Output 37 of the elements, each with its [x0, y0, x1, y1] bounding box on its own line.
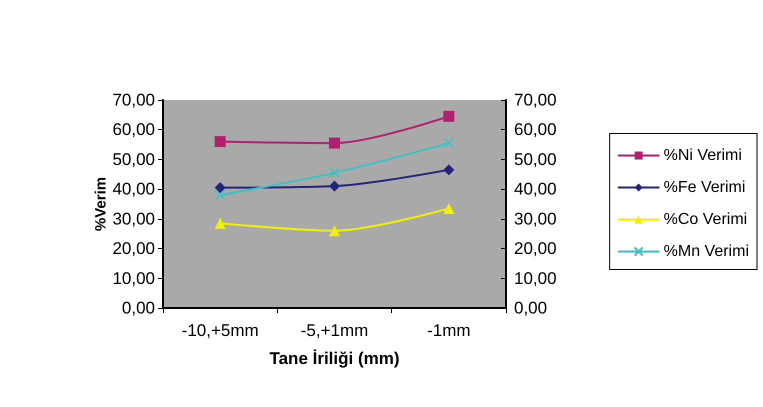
- y2-tick-label: 50,00: [514, 150, 557, 169]
- legend-label: %Co Verimi: [664, 211, 748, 228]
- y-tick-label: 70,00: [112, 90, 155, 110]
- point: [214, 190, 226, 200]
- y-tick-label: 60,00: [112, 120, 155, 140]
- y-tick-label: 20,00: [112, 239, 155, 258]
- point: [214, 136, 226, 148]
- y2-tick-label: 10,00: [514, 268, 557, 288]
- x-tick-label: -10,+5mm: [182, 321, 259, 340]
- y-tick-label: 10,00: [112, 268, 155, 288]
- point: [214, 182, 226, 194]
- y2-tick-label: 70,00: [514, 90, 557, 110]
- legend-label: %Mn Verimi: [664, 243, 750, 260]
- legend-label: %Ni Verimi: [664, 147, 742, 164]
- y-tick-label: 50,00: [112, 150, 155, 169]
- point: [443, 164, 454, 176]
- y2-tick-label: 60,00: [514, 120, 557, 140]
- point: [214, 218, 226, 229]
- point: [444, 138, 454, 148]
- y-tick-label: 40,00: [112, 180, 155, 199]
- point: [329, 225, 340, 236]
- x-tick-label: -1mm: [427, 321, 471, 340]
- point: [329, 168, 340, 178]
- point: [329, 138, 340, 149]
- legend-label: %Fe Verimi: [664, 179, 746, 196]
- y-tick-label: 0,00: [122, 298, 155, 318]
- y-axis-title: %Verim: [92, 176, 110, 232]
- y2-tick-label: 30,00: [514, 209, 557, 228]
- point: [443, 202, 454, 214]
- x-tick-label: -5,+1mm: [300, 321, 368, 340]
- y-tick-label: 30,00: [112, 209, 155, 228]
- y2-tick-label: 0,00: [514, 298, 548, 318]
- point: [329, 180, 340, 192]
- y2-tick-label: 20,00: [514, 239, 557, 258]
- x-axis-title: Tane İriliği (mm): [269, 349, 400, 368]
- y2-tick-label: 40,00: [514, 180, 557, 199]
- point: [443, 110, 454, 122]
